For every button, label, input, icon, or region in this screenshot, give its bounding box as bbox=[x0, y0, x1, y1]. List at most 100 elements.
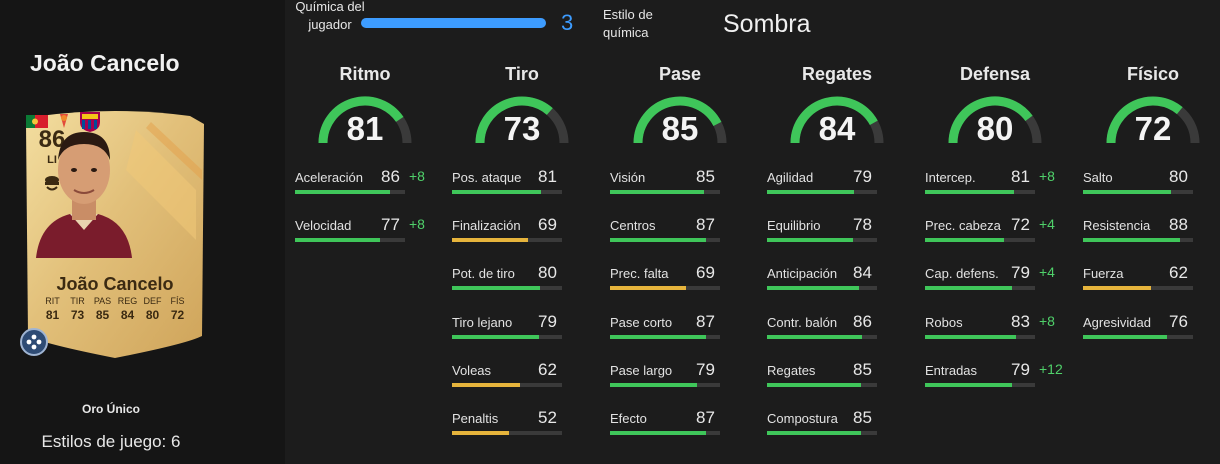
stat-label: Prec. falta bbox=[610, 266, 669, 281]
stat-bar-fill bbox=[610, 335, 706, 339]
card-position: LI bbox=[47, 154, 57, 166]
card-stat-label: DEF bbox=[143, 296, 162, 306]
stat-bar-track bbox=[610, 335, 720, 339]
stat-bar-fill bbox=[295, 190, 390, 194]
league-icon bbox=[60, 114, 68, 128]
stat-row-prec-cabeza[interactable]: Prec. cabeza 72 +4 bbox=[925, 215, 1075, 258]
category-title: Tiro bbox=[505, 64, 539, 84]
stat-bar-fill bbox=[767, 286, 860, 290]
stat-row-contr-balon[interactable]: Contr. balón 86 bbox=[767, 312, 917, 355]
stat-label: Salto bbox=[1083, 170, 1113, 185]
stat-row-cap-defens[interactable]: Cap. defens. 79 +4 bbox=[925, 263, 1075, 306]
stat-row-pase-corto[interactable]: Pase corto 87 bbox=[610, 312, 760, 355]
chemistry-style-icon bbox=[45, 176, 59, 191]
stat-row-pos-ataque[interactable]: Pos. ataque 81 bbox=[452, 167, 602, 210]
stat-row-aceleracion[interactable]: Aceleración 86 +8 bbox=[295, 167, 445, 210]
stat-label: Pase corto bbox=[610, 315, 673, 330]
stat-bar-track bbox=[295, 238, 405, 242]
stat-bar-track bbox=[295, 190, 405, 194]
stat-row-salto[interactable]: Salto 80 bbox=[1083, 167, 1220, 210]
stat-row-equilibrio[interactable]: Equilibrio 78 bbox=[767, 215, 917, 258]
stat-bar-track bbox=[767, 238, 877, 242]
stat-bar-fill bbox=[610, 286, 686, 290]
stat-row-resistencia[interactable]: Resistencia 88 bbox=[1083, 215, 1220, 258]
stat-value: 69 bbox=[696, 263, 715, 282]
stat-row-robos[interactable]: Robos 83 +8 bbox=[925, 312, 1075, 355]
stat-row-regates[interactable]: Regates 85 bbox=[767, 360, 917, 403]
stat-bar-track bbox=[610, 431, 720, 435]
stat-bar-fill bbox=[452, 383, 521, 387]
stat-label: Velocidad bbox=[295, 218, 352, 233]
stat-bar-track bbox=[767, 286, 877, 290]
stat-label: Prec. cabeza bbox=[925, 218, 1001, 233]
stat-row-intercep[interactable]: Intercep. 81 +8 bbox=[925, 167, 1075, 210]
gauge-fill bbox=[633, 96, 722, 144]
stat-row-entradas[interactable]: Entradas 79 +12 bbox=[925, 360, 1075, 403]
stat-value: 78 bbox=[853, 215, 872, 234]
stat-bar-fill bbox=[452, 190, 542, 194]
card-stat-value: 80 bbox=[145, 308, 160, 322]
stat-row-efecto[interactable]: Efecto 87 bbox=[610, 408, 760, 451]
stat-row-vision[interactable]: Visión 85 bbox=[610, 167, 760, 210]
stat-row-prec-falta[interactable]: Prec. falta 69 bbox=[610, 263, 760, 306]
stat-row-tiro-lejano[interactable]: Tiro lejano 79 bbox=[452, 312, 602, 355]
stat-row-agilidad[interactable]: Agilidad 79 bbox=[767, 167, 917, 210]
stat-label: Centros bbox=[610, 218, 656, 233]
stat-value: 87 bbox=[696, 215, 715, 234]
player-chemistry-label: Química del jugador bbox=[295, 0, 365, 32]
stat-bar-fill bbox=[610, 431, 706, 435]
stat-bar-fill bbox=[925, 190, 1015, 194]
stat-label: Contr. balón bbox=[767, 315, 838, 330]
stat-boost: +8 bbox=[1039, 313, 1055, 329]
stat-bar-fill bbox=[925, 238, 1005, 242]
stat-bar-track bbox=[1083, 238, 1193, 242]
playstyle-plus-icon[interactable] bbox=[20, 328, 48, 356]
stat-bar-fill bbox=[767, 431, 861, 435]
stat-row-compostura[interactable]: Compostura 85 bbox=[767, 408, 917, 451]
stat-value: 52 bbox=[538, 408, 557, 427]
category-gauge: 84 bbox=[786, 92, 888, 150]
stat-row-velocidad[interactable]: Velocidad 77 +8 bbox=[295, 215, 445, 258]
card-stat: DEF 80 bbox=[140, 296, 165, 322]
category-title: Pase bbox=[658, 64, 702, 84]
stat-label: Robos bbox=[925, 315, 963, 330]
stat-boost: +12 bbox=[1039, 361, 1063, 377]
card-stat-value: 73 bbox=[70, 308, 85, 322]
stat-row-agresividad[interactable]: Agresividad 76 bbox=[1083, 312, 1220, 355]
chemistry-style-value[interactable]: Sombra bbox=[723, 10, 811, 38]
stat-value: 69 bbox=[538, 215, 557, 234]
stat-value: 62 bbox=[538, 360, 557, 379]
stat-bar-track bbox=[452, 190, 562, 194]
player-card[interactable]: 86 LI João Cancelo RIT 81 TIR 73 bbox=[26, 110, 204, 358]
stat-bar-track bbox=[610, 190, 720, 194]
category-title: Regates bbox=[801, 64, 873, 84]
stat-row-anticipacion[interactable]: Anticipación 84 bbox=[767, 263, 917, 306]
stat-row-pot-de-tiro[interactable]: Pot. de tiro 80 bbox=[452, 263, 602, 306]
stat-label: Anticipación bbox=[767, 266, 838, 281]
stat-row-voleas[interactable]: Voleas 62 bbox=[452, 360, 602, 403]
stat-value: 85 bbox=[853, 360, 872, 379]
stat-row-penaltis[interactable]: Penaltis 52 bbox=[452, 408, 602, 451]
stat-row-centros[interactable]: Centros 87 bbox=[610, 215, 760, 258]
stat-row-finalizacion[interactable]: Finalización 69 bbox=[452, 215, 602, 258]
stat-value: 79 bbox=[1011, 263, 1030, 282]
stat-value: 87 bbox=[696, 408, 715, 427]
card-badges bbox=[26, 112, 100, 132]
stat-bar-fill bbox=[1083, 190, 1171, 194]
stat-bar-track bbox=[767, 190, 877, 194]
category-rating: 73 bbox=[503, 110, 541, 147]
card-stat: TIR 73 bbox=[65, 296, 90, 322]
stat-value: 88 bbox=[1169, 215, 1188, 234]
stat-bar-track bbox=[452, 431, 562, 435]
stat-label: Voleas bbox=[452, 363, 492, 378]
stat-row-pase-largo[interactable]: Pase largo 79 bbox=[610, 360, 760, 403]
category-rating: 84 bbox=[818, 110, 856, 147]
category-gauge: 85 bbox=[629, 92, 731, 150]
playstyles-count[interactable]: Estilos de juego: 6 bbox=[41, 432, 181, 451]
stat-bar-fill bbox=[767, 335, 862, 339]
stat-bar-track bbox=[767, 335, 877, 339]
stat-row-fuerza[interactable]: Fuerza 62 bbox=[1083, 263, 1220, 306]
stat-label: Fuerza bbox=[1083, 266, 1124, 281]
stat-bar-track bbox=[452, 238, 562, 242]
chemistry-style-label: Estilo de química bbox=[603, 7, 653, 40]
